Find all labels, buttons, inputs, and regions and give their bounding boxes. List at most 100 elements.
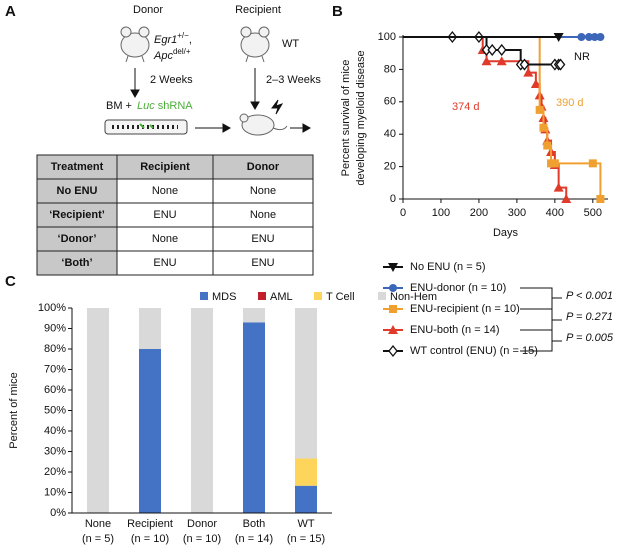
x-tick-note: (n = 5) xyxy=(82,533,114,545)
donor-interval: 2 Weeks xyxy=(150,74,193,86)
marker xyxy=(550,159,559,168)
x-tick-note: (n = 10) xyxy=(131,533,169,545)
shrna-label: Luc shRNA xyxy=(137,100,193,112)
gene: Egr1 xyxy=(154,34,177,46)
table-cell: ENU xyxy=(153,257,176,269)
table-cell: None xyxy=(250,185,276,197)
y-tick-label: 60% xyxy=(44,384,66,396)
marker xyxy=(496,43,507,57)
x-tick-note: (n = 15) xyxy=(287,533,325,545)
panel-label: B xyxy=(332,3,343,20)
x-tick-label: 300 xyxy=(508,207,526,219)
legend-label: ENU-donor (n = 10) xyxy=(410,282,506,294)
marker xyxy=(553,33,564,42)
legend-swatch xyxy=(378,292,386,300)
x-tick-note: (n = 14) xyxy=(235,533,273,545)
legend-label: MDS xyxy=(212,291,236,303)
table-cell: ENU xyxy=(251,233,274,245)
marker xyxy=(388,263,398,272)
diagram: Donor Recipient Egr1+/−, Apcdel/+ WT 2 W… xyxy=(104,4,321,136)
donor-genotype: Egr1+/−, xyxy=(154,31,192,46)
marker xyxy=(389,305,397,313)
table-cell: ENU xyxy=(251,257,274,269)
allele: del/+ xyxy=(173,47,191,56)
annotation: 390 d xyxy=(556,97,584,109)
y-tick-label: 0 xyxy=(390,193,396,205)
bar-segment xyxy=(243,322,265,513)
y-tick-label: 60 xyxy=(384,96,396,108)
x-axis-label: Days xyxy=(493,227,519,239)
bar-segment xyxy=(295,458,317,486)
x-tick-label: 500 xyxy=(584,207,602,219)
marker xyxy=(585,33,594,41)
bar-segment xyxy=(139,308,161,349)
y-tick-label: 20 xyxy=(384,161,396,173)
y-tick-label: 100% xyxy=(38,302,66,314)
y-tick-label: 80 xyxy=(384,63,396,75)
table-cell: None xyxy=(152,233,178,245)
gene: Apc xyxy=(153,50,173,62)
marker xyxy=(539,123,548,132)
table-cell: None xyxy=(152,185,178,197)
table-cell: ‘Donor’ xyxy=(58,233,97,245)
allele: +/− xyxy=(177,31,189,40)
arrows xyxy=(130,68,312,133)
x-tick-label: WT xyxy=(297,518,314,530)
table-cell: ENU xyxy=(153,209,176,221)
bm-label: BM + xyxy=(106,100,132,112)
marker xyxy=(577,33,586,41)
legend-label: No ENU (n = 5) xyxy=(410,261,486,273)
shrna: shRNA xyxy=(155,100,194,112)
legend-swatch xyxy=(200,292,208,300)
x-tick-label: Recipient xyxy=(127,518,173,530)
marker xyxy=(487,43,498,57)
table-cell: ‘Recipient’ xyxy=(49,209,105,221)
header-cell: Recipient xyxy=(140,161,190,173)
bar-segment xyxy=(295,308,317,459)
marker xyxy=(481,56,492,66)
y-axis-label: Percent of mice xyxy=(8,372,20,448)
p-value: P = 0.005 xyxy=(566,332,614,344)
table-rows: No ENU None None ‘Recipient’ ENU None ‘Donor’ N… xyxy=(49,185,276,269)
table-cell: No ENU xyxy=(57,185,98,197)
legend-swatch xyxy=(314,292,322,300)
annotation: NR xyxy=(574,51,590,63)
marker xyxy=(496,56,507,66)
y-tick-label: 50% xyxy=(44,404,66,416)
legend-swatch xyxy=(258,292,266,300)
y-axis-label: Percent survival of mice xyxy=(340,60,352,177)
legend-label: ENU-both (n = 14) xyxy=(410,324,500,336)
bar-segment xyxy=(191,308,213,513)
legend-label: AML xyxy=(270,291,293,303)
donor-genotype: Apcdel/+ xyxy=(153,47,191,62)
bar-segment xyxy=(295,485,317,513)
marker xyxy=(523,67,534,77)
y-tick-label: 100 xyxy=(378,31,396,43)
bar-segment xyxy=(139,349,161,513)
marker xyxy=(555,58,566,71)
y-tick-label: 70% xyxy=(44,363,66,375)
marker xyxy=(561,194,572,203)
y-tick-label: 10% xyxy=(44,486,66,498)
y-tick-label: 90% xyxy=(44,322,66,334)
panel-label: C xyxy=(5,273,16,290)
bar-segment xyxy=(87,308,109,513)
y-tick-label: 80% xyxy=(44,343,66,355)
panel-label: A xyxy=(5,3,16,20)
legend-label: Non-Hem xyxy=(390,291,437,303)
x-tick-label: 400 xyxy=(546,207,564,219)
marker xyxy=(588,159,597,168)
table-cell: ‘Both’ xyxy=(61,257,92,269)
petri-dish xyxy=(104,119,188,135)
legend-label: WT control (ENU) (n = 15) xyxy=(410,345,538,357)
legend-label: T Cell xyxy=(326,291,355,303)
p-value: P = 0.271 xyxy=(566,311,613,323)
p-value: P < 0.001 xyxy=(566,290,613,302)
header-cell: Donor xyxy=(247,161,280,173)
bar-segment xyxy=(243,308,265,323)
table: Treatment Recipient Donor No ENU None None… xyxy=(36,154,314,276)
marker xyxy=(590,33,599,41)
marker xyxy=(388,325,398,334)
x-tick-label: 100 xyxy=(432,207,450,219)
